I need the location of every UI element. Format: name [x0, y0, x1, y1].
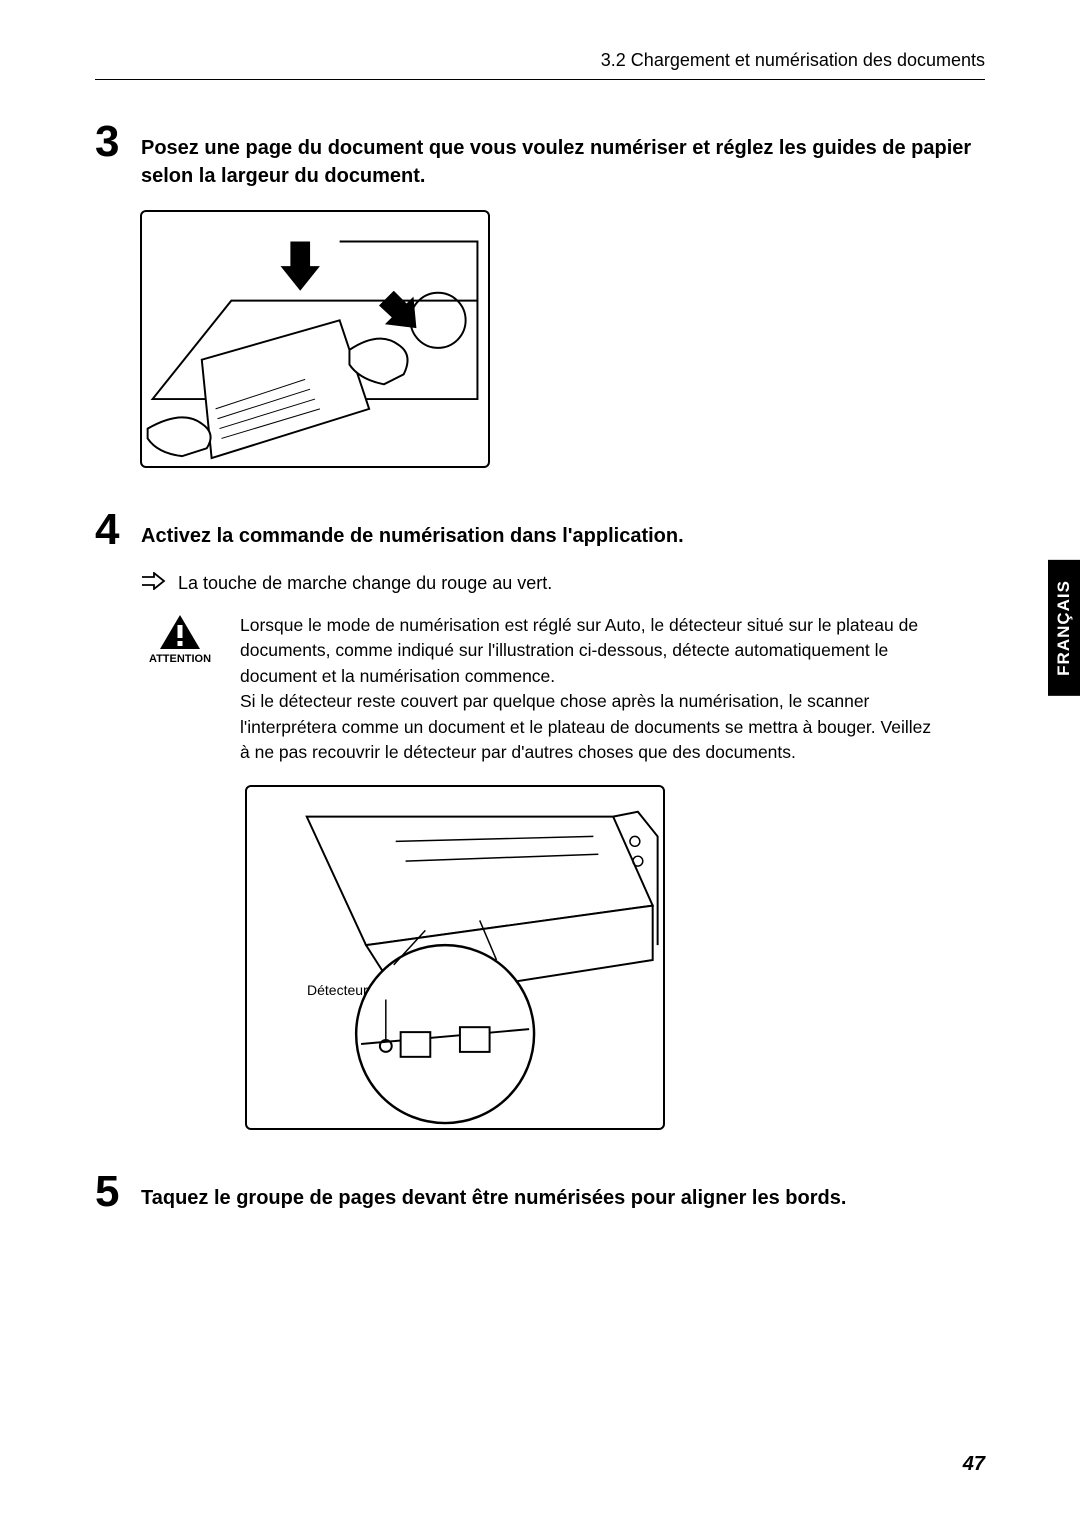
step-3-title: Posez une page du document que vous voul…: [141, 120, 985, 190]
page-number: 47: [963, 1453, 985, 1476]
result-arrow-icon: [140, 572, 166, 595]
step-4-sub-text: La touche de marche change du rouge au v…: [178, 573, 552, 594]
language-tab: FRANÇAIS: [1048, 560, 1080, 696]
step-4-subline: La touche de marche change du rouge au v…: [140, 572, 985, 595]
step-3: 3 Posez une page du document que vous vo…: [95, 120, 985, 190]
manual-page: 3.2 Chargement et numérisation des docum…: [0, 0, 1080, 1526]
attention-text: Lorsque le mode de numérisation est régl…: [220, 613, 985, 765]
step-4-number: 4: [95, 508, 131, 552]
step-3-number: 3: [95, 120, 131, 164]
step-4: 4 Activez la commande de numérisation da…: [95, 508, 985, 552]
step-5-number: 5: [95, 1170, 131, 1214]
illustration-paper-guides: [140, 210, 490, 468]
illustration-detector: Détecteur: [245, 785, 665, 1130]
section-title: 3.2 Chargement et numérisation des docum…: [601, 50, 985, 70]
section-header: 3.2 Chargement et numérisation des docum…: [95, 50, 985, 80]
detector-label: Détecteur: [307, 982, 368, 998]
attention-icon-column: ATTENTION: [140, 613, 220, 765]
warning-icon: [140, 613, 220, 651]
attention-block: ATTENTION Lorsque le mode de numérisatio…: [140, 613, 985, 765]
step-5-title: Taquez le groupe de pages devant être nu…: [141, 1170, 846, 1212]
language-label: FRANÇAIS: [1054, 580, 1073, 676]
step-4-title: Activez la commande de numérisation dans…: [141, 508, 684, 550]
step-5: 5 Taquez le groupe de pages devant être …: [95, 1170, 985, 1214]
attention-label: ATTENTION: [140, 653, 220, 665]
